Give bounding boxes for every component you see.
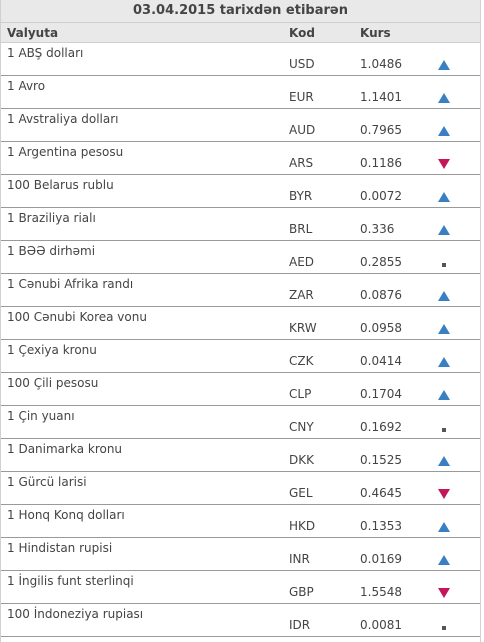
table-row: 1 Avro EUR 1.1401 [1, 76, 480, 109]
arrow-up-icon [438, 192, 450, 202]
currency-name: 100 Çili pesosu [7, 376, 99, 390]
currency-rate: 0.2855 [360, 255, 402, 269]
currency-code: HKD [289, 519, 316, 533]
currency-rate: 1.1401 [360, 90, 402, 104]
table-row: 1 Honq Konq dolları HKD 0.1353 [1, 505, 480, 538]
currency-code: KRW [289, 321, 317, 335]
currency-code: CZK [289, 354, 314, 368]
arrow-up-icon [438, 60, 450, 70]
table-title: 03.04.2015 tarixdən etibarən [1, 0, 480, 23]
currency-rate: 0.0876 [360, 288, 402, 302]
currency-code: IDR [289, 618, 311, 632]
currency-name: 1 Danimarka kronu [7, 442, 123, 456]
currency-name: 1 İngilis funt sterlinqi [7, 574, 134, 588]
header-currency: Valyuta [7, 26, 59, 40]
table-row: 1 ABŞ dolları USD 1.0486 [1, 43, 480, 76]
currency-rate: 0.336 [360, 222, 395, 236]
currency-rate: 0.0072 [360, 189, 402, 203]
currency-name: 1 Hindistan rupisi [7, 541, 113, 555]
currency-code: CNY [289, 420, 314, 434]
currency-rate: 1.5548 [360, 585, 402, 599]
currency-rate: 0.1525 [360, 453, 402, 467]
currency-code: EUR [289, 90, 314, 104]
currency-rate: 1.0486 [360, 57, 402, 71]
currency-name: 1 Argentina pesosu [7, 145, 124, 159]
header-code: Kod [289, 26, 315, 40]
currency-name: 1 Avstraliya dolları [7, 112, 119, 126]
currency-code: USD [289, 57, 315, 71]
currency-name: 1 Braziliya rialı [7, 211, 96, 225]
currency-rate: 0.4645 [360, 486, 402, 500]
currency-name: 1 Çexiya kronu [7, 343, 97, 357]
table-row: 1 İngilis funt sterlinqi GBP 1.5548 [1, 571, 480, 604]
currency-code: GEL [289, 486, 313, 500]
currency-code: BRL [289, 222, 313, 236]
currency-name: 100 Belarus rublu [7, 178, 114, 192]
table-row: 100 Belarus rublu BYR 0.0072 [1, 175, 480, 208]
arrow-down-icon [438, 489, 450, 499]
table-row: 1 Cənubi Afrika randı ZAR 0.0876 [1, 274, 480, 307]
currency-code: ARS [289, 156, 314, 170]
currency-code: AUD [289, 123, 316, 137]
currency-name: 100 İndoneziya rupiası [7, 607, 144, 621]
header-rate: Kurs [360, 26, 391, 40]
table-row: 1 Çin yuanı CNY 0.1692 [1, 406, 480, 439]
currency-code: GBP [289, 585, 314, 599]
arrow-up-icon [438, 93, 450, 103]
rates-list: 1 ABŞ dolları USD 1.0486 1 Avro EUR 1.1401 1 A… [1, 43, 480, 637]
table-row: 1 Argentina pesosu ARS 0.1186 [1, 142, 480, 175]
currency-name: 1 Çin yuanı [7, 409, 75, 423]
arrow-down-icon [438, 588, 450, 598]
currency-rate: 0.1692 [360, 420, 402, 434]
table-row: 100 Cənubi Korea vonu KRW 0.0958 [1, 307, 480, 340]
currency-code: CLP [289, 387, 312, 401]
currency-name: 100 Cənubi Korea vonu [7, 310, 147, 324]
currency-name: 1 Cənubi Afrika randı [7, 277, 134, 291]
no-change-icon [442, 428, 446, 432]
arrow-up-icon [438, 225, 450, 235]
currency-rate: 0.1353 [360, 519, 402, 533]
table-row: 100 Çili pesosu CLP 0.1704 [1, 373, 480, 406]
currency-name: 1 Gürcü larisi [7, 475, 87, 489]
currency-name: 1 Avro [7, 79, 46, 93]
arrow-up-icon [438, 555, 450, 565]
arrow-down-icon [438, 159, 450, 169]
table-row: 1 Danimarka kronu DKK 0.1525 [1, 439, 480, 472]
currency-code: DKK [289, 453, 314, 467]
currency-rate: 0.0414 [360, 354, 402, 368]
table-header: Valyuta Kod Kurs [1, 23, 480, 43]
arrow-up-icon [438, 456, 450, 466]
currency-code: AED [289, 255, 315, 269]
table-row: 1 Hindistan rupisi INR 0.0169 [1, 538, 480, 571]
table-row: 1 Braziliya rialı BRL 0.336 [1, 208, 480, 241]
arrow-up-icon [438, 522, 450, 532]
table-row: 1 BƏƏ dirhəmi AED 0.2855 [1, 241, 480, 274]
currency-code: ZAR [289, 288, 314, 302]
arrow-up-icon [438, 291, 450, 301]
currency-rate: 0.1186 [360, 156, 402, 170]
currency-rate: 0.1704 [360, 387, 402, 401]
currency-rate: 0.7965 [360, 123, 402, 137]
currency-rate: 0.0958 [360, 321, 402, 335]
currency-code: INR [289, 552, 310, 566]
currency-code: BYR [289, 189, 313, 203]
arrow-up-icon [438, 357, 450, 367]
currency-name: 1 BƏƏ dirhəmi [7, 244, 96, 258]
arrow-up-icon [438, 126, 450, 136]
currency-name: 1 ABŞ dolları [7, 46, 84, 60]
table-row: 100 İndoneziya rupiası IDR 0.0081 [1, 604, 480, 637]
currency-name: 1 Honq Konq dolları [7, 508, 125, 522]
arrow-up-icon [438, 324, 450, 334]
table-row: 1 Çexiya kronu CZK 0.0414 [1, 340, 480, 373]
currency-rate: 0.0081 [360, 618, 402, 632]
no-change-icon [442, 626, 446, 630]
table-row: 1 Avstraliya dolları AUD 0.7965 [1, 109, 480, 142]
currency-rate: 0.0169 [360, 552, 402, 566]
no-change-icon [442, 263, 446, 267]
arrow-up-icon [438, 390, 450, 400]
table-row: 1 Gürcü larisi GEL 0.4645 [1, 472, 480, 505]
